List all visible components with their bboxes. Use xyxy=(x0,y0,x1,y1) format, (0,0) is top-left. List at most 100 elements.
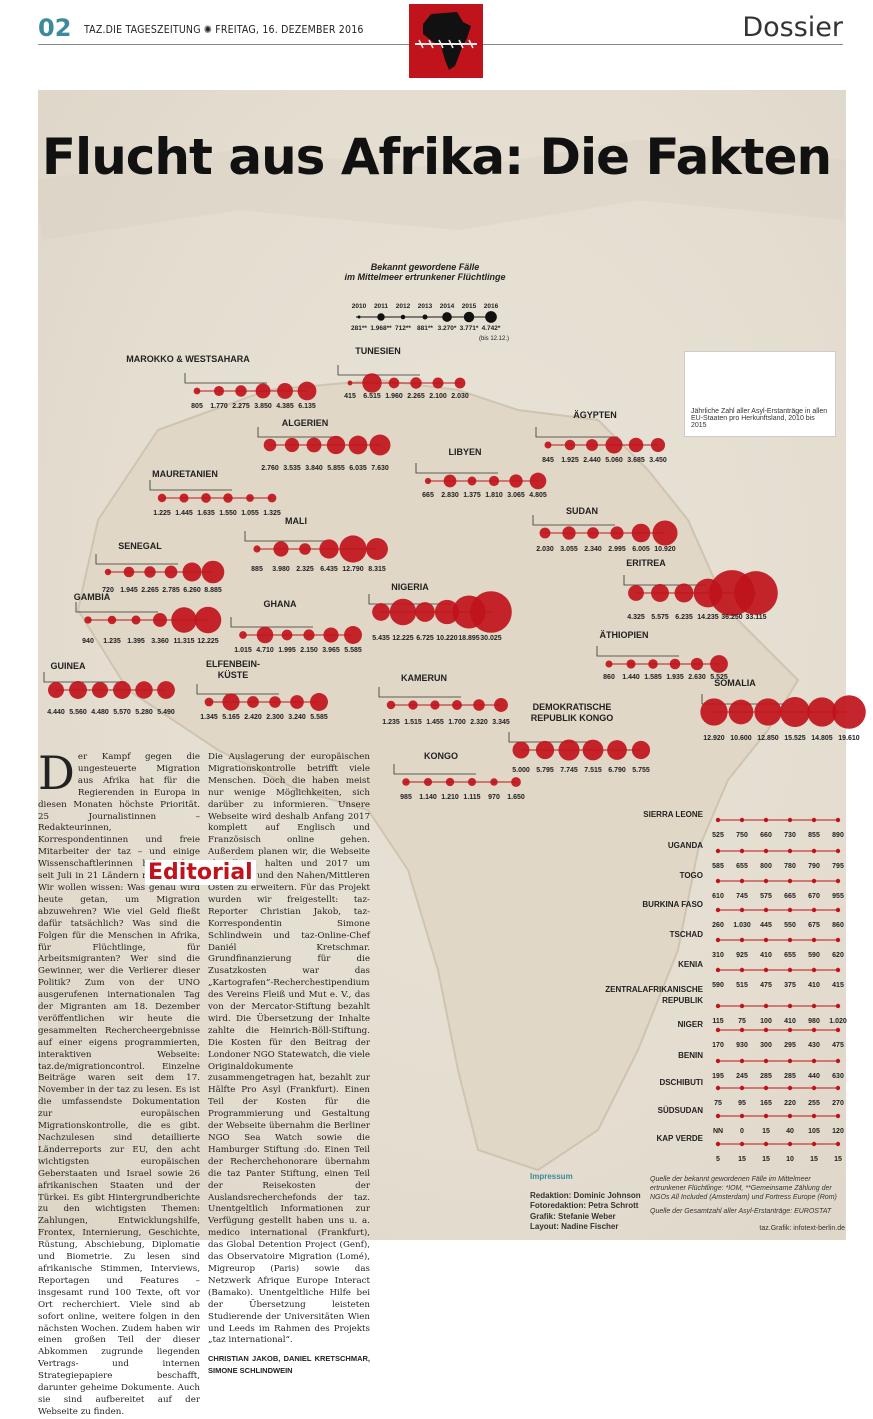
country-value: 2.300 xyxy=(266,714,284,721)
small-country-value: 285 xyxy=(784,1073,796,1080)
bracket-line xyxy=(75,602,158,613)
country-value: 2.760 xyxy=(261,465,279,472)
country-value: 3.965 xyxy=(322,647,340,654)
legend-year: 2011 xyxy=(374,303,388,310)
country-value: 1.445 xyxy=(175,510,193,517)
country-value: 4.805 xyxy=(529,492,547,499)
country-value: 11.315 xyxy=(173,638,194,645)
country-value: 30.025 xyxy=(480,635,502,642)
small-country-value: 610 xyxy=(712,893,724,900)
legend-value: 4.742* xyxy=(482,325,501,332)
country-value: 36.250 xyxy=(721,614,743,621)
country-value: 14.805 xyxy=(811,735,833,742)
country-value: 3.850 xyxy=(254,403,272,410)
country-value: 1.440 xyxy=(622,674,640,681)
small-country-value: 285 xyxy=(760,1073,772,1080)
country-label: GHANA xyxy=(264,599,297,609)
small-country-dot xyxy=(763,878,769,884)
small-country-value: 195 xyxy=(712,1073,724,1080)
country-value: 3.345 xyxy=(492,719,510,726)
country-value: 2.785 xyxy=(162,587,180,594)
country-label: SOMALIA xyxy=(714,678,756,688)
bracket-line xyxy=(196,684,279,695)
legend-title: Bekannt gewordene Fälle im Mittelmeer er… xyxy=(330,262,520,282)
small-country-value: 930 xyxy=(736,1042,748,1049)
country-value: 1.395 xyxy=(127,638,145,645)
small-country-value: 590 xyxy=(808,952,820,959)
small-country-dot xyxy=(763,1141,769,1147)
country-value: 6.035 xyxy=(349,465,367,472)
small-country-value: 410 xyxy=(808,982,820,989)
country-value: 1.515 xyxy=(404,719,422,726)
country-value: 5.795 xyxy=(536,767,554,774)
small-country-dot xyxy=(739,1027,745,1033)
small-country-value: NN xyxy=(713,1128,723,1135)
eu-legend-box: Jährliche Zahl aller Asyl-Erstanträge in… xyxy=(684,351,836,437)
legend-year: 2012 xyxy=(396,303,411,310)
country-value: 3.840 xyxy=(305,465,323,472)
country-value: 5.060 xyxy=(605,457,623,464)
country-value: 6.790 xyxy=(608,767,626,774)
small-country-value: 410 xyxy=(784,1018,796,1025)
small-country-value: 1.020 xyxy=(829,1018,847,1025)
country-value: 1.345 xyxy=(200,714,218,721)
small-country-dot xyxy=(787,1141,793,1147)
small-country-value: 15 xyxy=(834,1156,842,1163)
eu-legend-text: Jährliche Zahl aller Asyl-Erstanträge in… xyxy=(691,408,828,429)
small-country-dot xyxy=(739,817,745,823)
source-1: Quelle der bekannt gewordenen Fälle im M… xyxy=(650,1176,837,1201)
small-country-value: 10 xyxy=(786,1156,794,1163)
small-country-value: 630 xyxy=(832,1073,844,1080)
country-value: 5.560 xyxy=(69,709,87,716)
small-country-label: ZENTRALAFRIKANISCHE xyxy=(605,985,703,994)
dropcap: D xyxy=(38,746,75,800)
legend-note: (bis 12.12.) xyxy=(479,336,509,342)
small-country-dot xyxy=(739,967,745,973)
country-value: 860 xyxy=(603,674,615,681)
small-country-dot xyxy=(715,967,721,973)
small-country-value: 15 xyxy=(738,1156,746,1163)
country-label: ÄGYPTEN xyxy=(573,410,617,420)
small-country-dot xyxy=(835,848,841,854)
small-country-label: TSCHAD xyxy=(670,930,704,939)
country-value: 1.945 xyxy=(120,587,138,594)
small-country-value: 415 xyxy=(832,982,844,989)
country-value: 5.280 xyxy=(135,709,153,716)
small-country-dot xyxy=(787,1027,793,1033)
country-value: 5.490 xyxy=(157,709,175,716)
country-label: MAROKKO & WESTSAHARA xyxy=(126,354,250,364)
small-country-dot xyxy=(763,817,769,823)
small-country-value: 525 xyxy=(712,832,724,839)
country-value: 1.115 xyxy=(463,794,480,801)
country-value: 5.570 xyxy=(113,709,131,716)
bracket-line xyxy=(95,554,178,565)
small-country-value: 245 xyxy=(736,1073,748,1080)
small-country-value: 15 xyxy=(762,1128,770,1135)
bracket-line xyxy=(378,687,461,698)
legend-value: 1.968** xyxy=(370,325,392,332)
country-value: 4.385 xyxy=(276,403,294,410)
country-label: ALGERIEN xyxy=(282,418,329,428)
bracket-line xyxy=(257,427,340,438)
country-value: 6.435 xyxy=(320,566,338,573)
country-value: 5.165 xyxy=(222,714,240,721)
country-value: 2.030 xyxy=(536,546,554,553)
small-country-value: 430 xyxy=(808,1042,820,1049)
country-value: 6.005 xyxy=(632,546,650,553)
small-country-dot xyxy=(739,1113,745,1119)
legend-year: 2010 xyxy=(352,303,367,310)
country-value: 2.030 xyxy=(451,393,469,400)
small-country-dot xyxy=(835,878,841,884)
small-country-label: UGANDA xyxy=(668,841,703,850)
country-value: 4.440 xyxy=(47,709,65,716)
small-country-dot xyxy=(763,1003,769,1009)
small-country-value: 800 xyxy=(760,863,772,870)
small-country-dot xyxy=(763,1058,769,1064)
country-value: 1.550 xyxy=(219,510,237,517)
article-col2: Die Auslagerung der europäischen Migrati… xyxy=(208,752,370,1377)
country-label: DEMOKRATISCHE xyxy=(533,702,612,712)
country-label: MAURETANIEN xyxy=(152,469,218,479)
country-value: 5.525 xyxy=(710,674,728,681)
bracket-line xyxy=(337,365,420,376)
country-value: 2.325 xyxy=(296,566,314,573)
